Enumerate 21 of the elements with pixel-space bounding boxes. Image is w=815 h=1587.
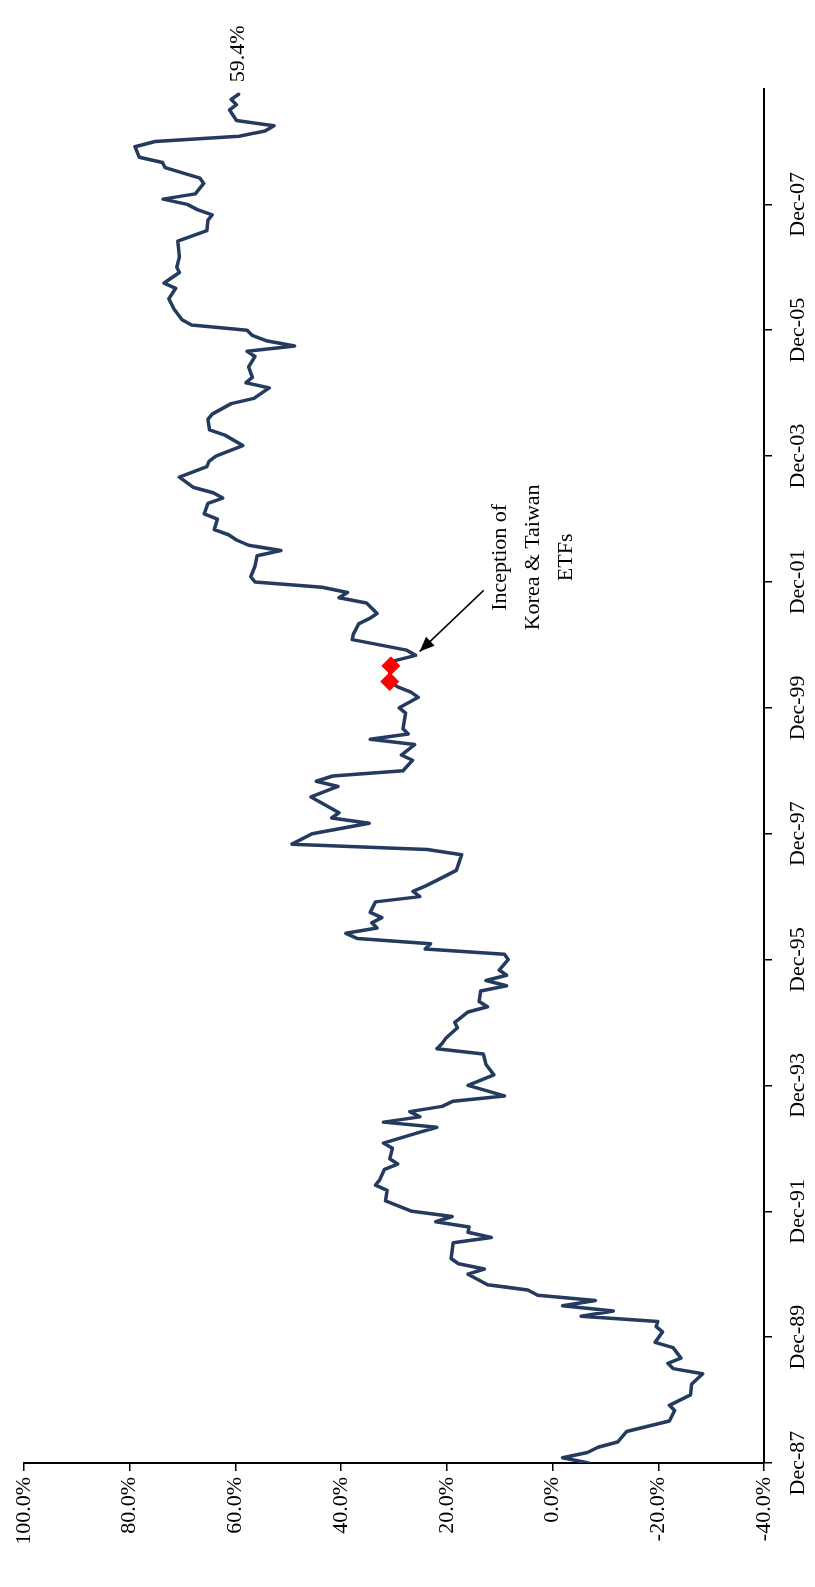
x-tick-label: 100.0% <box>9 1477 35 1545</box>
y-tick-label: Dec-91 <box>783 1178 809 1244</box>
y-tick-label: Dec-95 <box>783 927 809 992</box>
y-tick-label: Dec-01 <box>783 549 809 615</box>
x-tick-label: -20.0% <box>644 1477 670 1542</box>
x-tick-label: 60.0% <box>221 1477 247 1534</box>
y-tick-label: Dec-05 <box>783 297 809 363</box>
y-tick-label: Dec-87 <box>783 1430 809 1496</box>
x-tick-label: 0.0% <box>538 1477 564 1523</box>
x-tick-label: 40.0% <box>326 1477 352 1534</box>
x-tick-label: 80.0% <box>115 1477 141 1534</box>
y-tick-label: Dec-97 <box>783 801 809 867</box>
y-tick-label: Dec-07 <box>783 172 809 237</box>
x-tick-label: 20.0% <box>432 1477 458 1534</box>
y-tick-label: Dec-03 <box>783 423 809 489</box>
y-tick-label: Dec-93 <box>783 1053 809 1118</box>
annotation: 59.4% <box>224 25 250 83</box>
y-tick-label: Dec-89 <box>783 1304 809 1370</box>
annotation: Inception of Korea & Taiwan ETFs <box>486 484 578 631</box>
y-tick-label: Dec-99 <box>783 675 809 741</box>
x-tick-label: -40.0% <box>749 1477 775 1542</box>
